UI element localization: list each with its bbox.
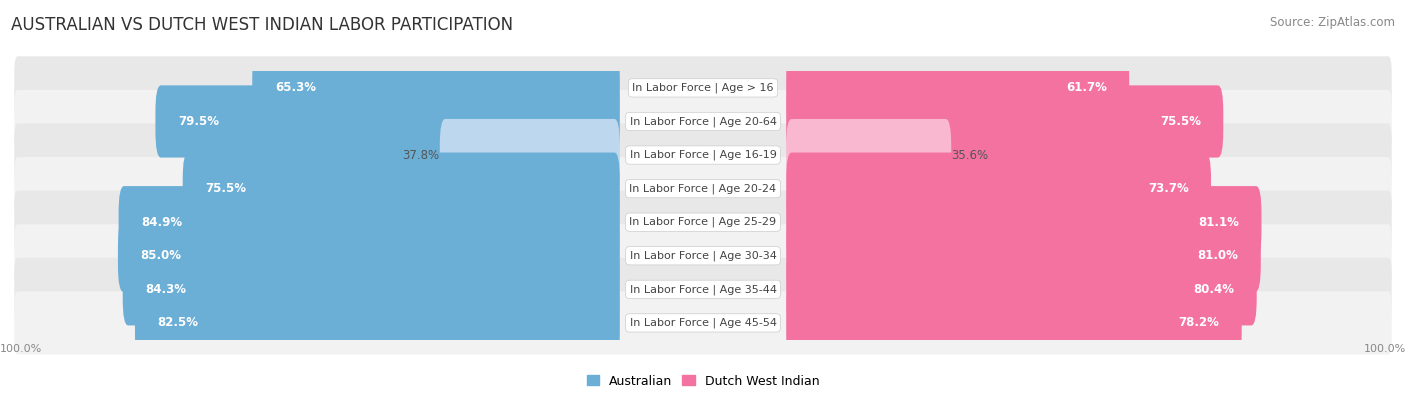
Text: 73.7%: 73.7% (1147, 182, 1188, 195)
Text: 35.6%: 35.6% (952, 149, 988, 162)
FancyBboxPatch shape (786, 186, 1261, 258)
FancyBboxPatch shape (14, 90, 1392, 153)
Text: In Labor Force | Age 20-64: In Labor Force | Age 20-64 (630, 116, 776, 127)
FancyBboxPatch shape (156, 85, 620, 158)
Text: In Labor Force | Age 45-54: In Labor Force | Age 45-54 (630, 318, 776, 328)
Text: In Labor Force | Age 25-29: In Labor Force | Age 25-29 (630, 217, 776, 228)
FancyBboxPatch shape (122, 253, 620, 325)
FancyBboxPatch shape (14, 292, 1392, 354)
Text: 65.3%: 65.3% (274, 81, 316, 94)
Text: 81.0%: 81.0% (1198, 249, 1239, 262)
FancyBboxPatch shape (786, 287, 1241, 359)
Text: 78.2%: 78.2% (1178, 316, 1219, 329)
Text: 81.1%: 81.1% (1198, 216, 1239, 229)
FancyBboxPatch shape (786, 253, 1257, 325)
FancyBboxPatch shape (786, 152, 1211, 225)
Text: In Labor Force | Age 16-19: In Labor Force | Age 16-19 (630, 150, 776, 160)
Text: 37.8%: 37.8% (402, 149, 440, 162)
FancyBboxPatch shape (183, 152, 620, 225)
Text: 82.5%: 82.5% (157, 316, 198, 329)
FancyBboxPatch shape (440, 119, 620, 191)
Text: In Labor Force | Age 35-44: In Labor Force | Age 35-44 (630, 284, 776, 295)
Text: 84.9%: 84.9% (141, 216, 183, 229)
FancyBboxPatch shape (14, 258, 1392, 321)
Text: 79.5%: 79.5% (179, 115, 219, 128)
FancyBboxPatch shape (118, 186, 620, 258)
Text: In Labor Force | Age 20-24: In Labor Force | Age 20-24 (630, 183, 776, 194)
Text: 80.4%: 80.4% (1194, 283, 1234, 296)
Text: In Labor Force | Age 30-34: In Labor Force | Age 30-34 (630, 250, 776, 261)
FancyBboxPatch shape (786, 52, 1129, 124)
FancyBboxPatch shape (786, 119, 952, 191)
Text: 75.5%: 75.5% (1160, 115, 1201, 128)
FancyBboxPatch shape (786, 85, 1223, 158)
Text: AUSTRALIAN VS DUTCH WEST INDIAN LABOR PARTICIPATION: AUSTRALIAN VS DUTCH WEST INDIAN LABOR PA… (11, 16, 513, 34)
Text: 85.0%: 85.0% (141, 249, 181, 262)
FancyBboxPatch shape (135, 287, 620, 359)
FancyBboxPatch shape (14, 157, 1392, 220)
FancyBboxPatch shape (14, 124, 1392, 186)
Text: 75.5%: 75.5% (205, 182, 246, 195)
FancyBboxPatch shape (118, 220, 620, 292)
Text: 61.7%: 61.7% (1066, 81, 1107, 94)
Text: 84.3%: 84.3% (145, 283, 186, 296)
FancyBboxPatch shape (14, 224, 1392, 287)
FancyBboxPatch shape (14, 191, 1392, 254)
Legend: Australian, Dutch West Indian: Australian, Dutch West Indian (582, 370, 824, 393)
FancyBboxPatch shape (14, 56, 1392, 119)
FancyBboxPatch shape (786, 220, 1261, 292)
Text: In Labor Force | Age > 16: In Labor Force | Age > 16 (633, 83, 773, 93)
Text: Source: ZipAtlas.com: Source: ZipAtlas.com (1270, 16, 1395, 29)
FancyBboxPatch shape (252, 52, 620, 124)
